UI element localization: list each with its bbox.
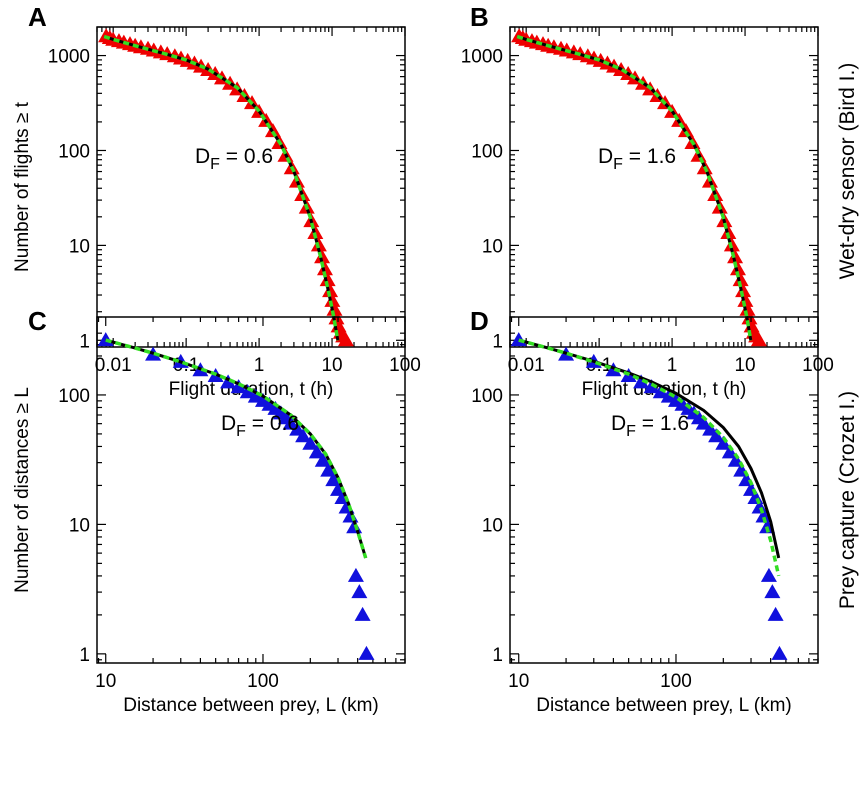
data-point-triangle	[324, 292, 341, 307]
row-label-bottom: Prey capture (Crozet I.)	[836, 391, 859, 609]
data-point-triangle	[314, 452, 331, 467]
data-point-triangle	[230, 379, 247, 394]
y-tick-label: 100	[471, 141, 503, 162]
data-point-triangle	[351, 584, 368, 599]
x-tick-label: 10	[734, 355, 755, 376]
x-tick-label: 100	[660, 671, 692, 692]
fractal-dimension-label: DF = 1.6	[598, 145, 676, 173]
x-tick-label: 0.01	[508, 355, 545, 376]
data-point-triangle	[739, 301, 756, 316]
y-tick-label: 1	[79, 331, 90, 352]
x-axis-label: Distance between prey, L (km)	[536, 695, 792, 716]
y-tick-label: 1000	[461, 47, 503, 68]
data-point-triangle	[337, 332, 354, 347]
data-point-triangle	[715, 435, 732, 450]
data-point-triangle	[755, 508, 772, 523]
fit-line-green-dashed	[516, 34, 753, 341]
data-point-triangle	[750, 332, 767, 347]
data-point-triangle	[302, 435, 319, 450]
x-tick-label: 1	[667, 355, 678, 376]
data-point-triangle	[652, 384, 669, 399]
y-tick-label: 100	[58, 386, 90, 407]
panel-letter: B	[470, 2, 489, 32]
x-tick-label: 10	[95, 671, 116, 692]
plot-frame	[96, 316, 406, 664]
fit-line-green-dashed	[518, 338, 781, 577]
y-tick-label: 10	[482, 515, 503, 536]
fractal-dimension-label: DF = 0.6	[195, 145, 273, 173]
y-tick-label: 100	[471, 386, 503, 407]
data-point-triangle	[220, 374, 237, 389]
data-point-triangle	[326, 301, 343, 316]
x-axis-label: Distance between prey, L (km)	[123, 695, 379, 716]
data-point-triangle	[295, 428, 312, 443]
data-point-triangle	[737, 292, 754, 307]
data-point-triangle	[354, 606, 371, 621]
data-point-triangle	[322, 283, 339, 298]
data-point-triangle	[708, 428, 725, 443]
x-tick-label: 100	[247, 671, 279, 692]
y-tick-label: 10	[482, 236, 503, 257]
x-tick-label: 1	[254, 355, 265, 376]
data-point-triangle	[729, 261, 746, 276]
plot-frame	[509, 316, 819, 664]
y-tick-label: 1	[492, 645, 503, 666]
data-point-triangle	[97, 332, 114, 347]
x-tick-label: 0.01	[95, 355, 132, 376]
data-point-triangle	[767, 606, 784, 621]
plot-frame	[509, 26, 819, 348]
data-point-triangle	[633, 374, 650, 389]
data-point-triangle	[308, 444, 325, 459]
y-tick-label: 1	[492, 331, 503, 352]
data-point-triangle	[316, 261, 333, 276]
data-point-triangle	[732, 272, 749, 287]
data-point-triangle	[358, 645, 375, 660]
y-tick-label: 10	[69, 236, 90, 257]
data-point-triangle	[347, 567, 364, 582]
y-tick-label: 10	[69, 515, 90, 536]
x-tick-label: 10	[321, 355, 342, 376]
data-point-triangle	[510, 332, 527, 347]
y-tick-label: 1000	[48, 47, 90, 68]
plot-frame	[96, 26, 406, 348]
y-axis-label: Number of distances ≥ L	[12, 387, 33, 593]
x-tick-label: 10	[508, 671, 529, 692]
data-point-triangle	[764, 584, 781, 599]
panel-letter: D	[470, 306, 489, 336]
y-axis-label: Number of flights ≥ t	[12, 101, 33, 272]
data-point-triangle	[239, 384, 256, 399]
y-tick-label: 100	[58, 141, 90, 162]
panel-letter: C	[28, 306, 47, 336]
data-point-triangle	[325, 472, 342, 487]
fit-line-green-dashed	[103, 34, 340, 341]
row-label-top: Wet-dry sensor (Bird I.)	[836, 63, 859, 280]
fit-line-green-dashed	[105, 338, 368, 559]
data-point-triangle	[760, 567, 777, 582]
panel-letter: A	[28, 2, 47, 32]
data-point-triangle	[319, 272, 336, 287]
data-point-triangle	[771, 645, 788, 660]
fractal-dimension-label: DF = 0.6	[221, 412, 299, 440]
fractal-dimension-label: DF = 1.6	[611, 412, 689, 440]
data-point-triangle	[320, 462, 337, 477]
y-tick-label: 1	[79, 645, 90, 666]
data-point-triangle	[735, 283, 752, 298]
